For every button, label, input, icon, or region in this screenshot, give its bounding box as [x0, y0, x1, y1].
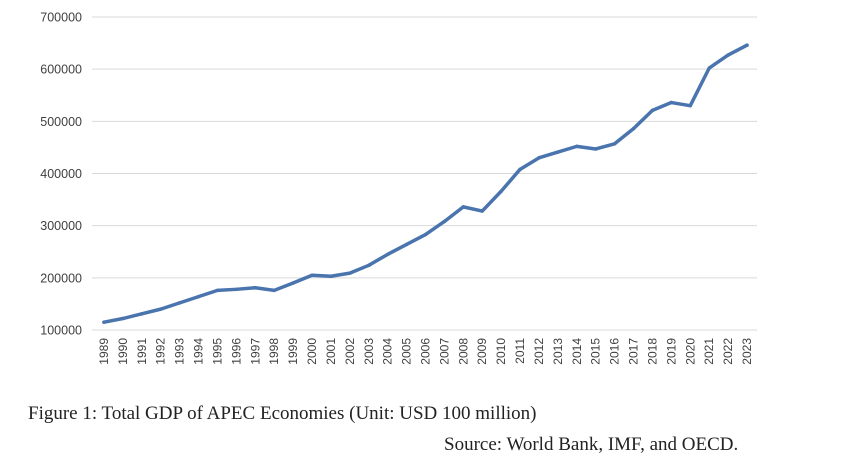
data-point [518, 167, 522, 172]
data-point [253, 285, 258, 290]
data-point [367, 263, 371, 268]
x-tick-label: 2004 [381, 338, 395, 365]
data-point [234, 287, 239, 292]
x-tick-label: 2011 [513, 338, 527, 364]
x-tick-label: 2019 [664, 338, 678, 365]
x-tick-label: 2003 [362, 338, 376, 365]
x-tick-label: 1996 [229, 338, 243, 365]
data-point [196, 294, 201, 299]
data-point [329, 274, 333, 279]
x-tick-label: 1989 [97, 338, 111, 365]
x-tick-label: 2014 [570, 338, 584, 365]
data-point [499, 189, 503, 193]
data-point [272, 288, 276, 293]
y-axis-tick-labels: 100000 200000 300000 400000 500000 600000 7000… [40, 11, 82, 338]
x-tick-label: 2017 [627, 338, 641, 365]
x-tick-label: 2018 [645, 338, 659, 365]
data-point [177, 301, 182, 305]
y-tick-label: 200000 [40, 271, 82, 285]
data-point [631, 126, 636, 131]
x-tick-label: 2010 [494, 338, 508, 365]
x-tick-label: 1991 [135, 338, 149, 365]
x-tick-label: 2022 [721, 338, 735, 365]
x-tick-label: 2000 [305, 338, 319, 365]
x-tick-label: 2023 [740, 338, 754, 365]
data-point [612, 142, 617, 146]
data-point [688, 103, 693, 108]
x-tick-label: 2020 [683, 338, 697, 365]
x-tick-label: 1999 [286, 338, 300, 365]
x-axis-tick-labels: 1989 1990 1991 1992 1993 1994 1995 1996 1997 1998… [97, 338, 754, 365]
data-point [291, 281, 295, 285]
data-point [215, 288, 220, 293]
x-tick-label: 2016 [608, 338, 622, 365]
x-tick-label: 1995 [210, 338, 224, 365]
x-tick-label: 1997 [248, 338, 262, 365]
x-tick-label: 1990 [116, 338, 130, 365]
x-tick-label: 2001 [324, 338, 338, 365]
data-point [404, 242, 409, 247]
x-tick-label: 2009 [475, 338, 489, 365]
data-point [121, 316, 125, 321]
source-note: Source: World Bank, IMF, and OECD. [444, 434, 739, 455]
data-point [650, 108, 655, 113]
figure-caption: Figure 1: Total GDP of APEC Economies (U… [28, 403, 537, 424]
x-tick-label: 1998 [267, 338, 281, 365]
data-point [745, 43, 749, 47]
x-tick-label: 2007 [437, 338, 451, 365]
data-point [158, 307, 163, 311]
data-point [423, 232, 428, 237]
line-chart: 100000 200000 300000 400000 500000 600000 7000… [40, 11, 757, 365]
series-layer [102, 43, 749, 324]
x-tick-label: 2005 [400, 338, 414, 365]
x-tick-label: 2012 [532, 338, 546, 365]
data-point [593, 147, 598, 151]
x-tick-label: 1993 [173, 338, 187, 365]
y-tick-label: 300000 [40, 219, 82, 233]
data-point [556, 150, 560, 154]
data-point [140, 312, 144, 316]
y-tick-label: 500000 [40, 115, 82, 129]
x-tick-label: 1994 [192, 338, 206, 365]
x-tick-label: 2006 [419, 338, 433, 365]
data-point [310, 273, 314, 277]
data-point [537, 156, 541, 160]
x-tick-label: 2008 [456, 338, 470, 365]
x-tick-label: 2002 [343, 338, 357, 365]
data-point [480, 209, 484, 213]
data-point [442, 219, 447, 224]
y-tick-label: 100000 [40, 324, 82, 338]
data-point [461, 205, 466, 209]
data-point [669, 100, 674, 105]
x-tick-label: 2015 [589, 338, 603, 365]
y-tick-label: 700000 [40, 11, 82, 25]
data-point [575, 144, 579, 149]
data-point [707, 66, 711, 70]
grid-lines [92, 16, 757, 331]
series-line [102, 43, 749, 324]
data-point [102, 320, 106, 324]
x-tick-label: 2021 [702, 338, 716, 365]
data-point [348, 271, 352, 275]
x-tick-label: 2013 [551, 338, 565, 365]
x-tick-label: 1992 [154, 338, 168, 365]
y-tick-label: 400000 [40, 167, 82, 181]
y-tick-label: 600000 [40, 63, 82, 77]
data-point [385, 252, 390, 257]
data-point [726, 53, 730, 57]
